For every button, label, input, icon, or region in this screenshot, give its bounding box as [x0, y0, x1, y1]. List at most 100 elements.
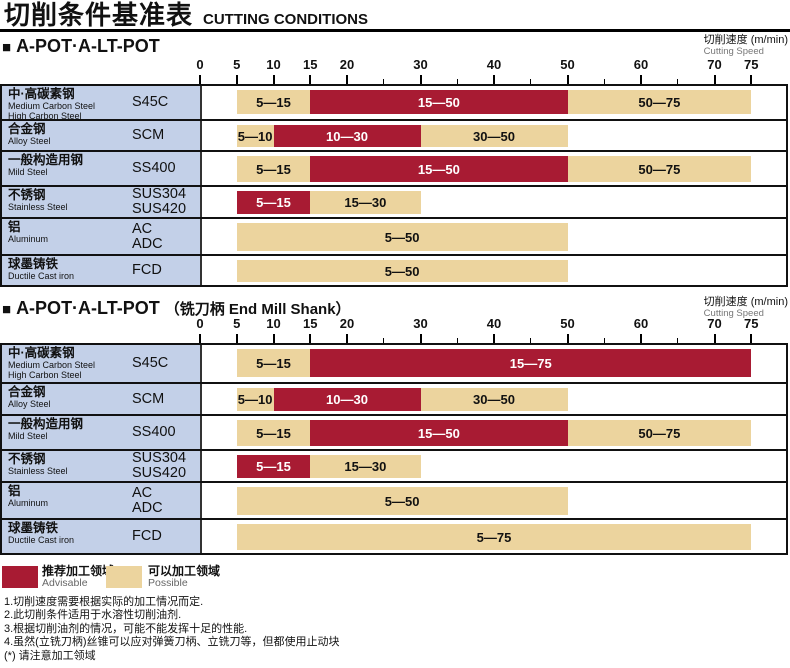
axis-tick: [235, 75, 238, 84]
grade-name: FCD: [132, 262, 162, 278]
notes: 1.切削速度需要根据实际的加工情况而定. 2.此切削条件适用于水溶性切削油剂. 3.…: [4, 596, 340, 663]
grade-labels: SCM: [132, 121, 164, 150]
table-row: 球墨铸铁 Ductile Cast iron FCD 5—50: [2, 254, 786, 285]
axis-unit-cn: 切削速度 (m/min): [703, 296, 788, 308]
axis-tick-label: 0: [196, 316, 204, 331]
material-cell: 球墨铸铁 Ductile Cast iron FCD: [2, 256, 202, 285]
axis-tick: [199, 75, 201, 84]
title-underline: [0, 29, 790, 32]
grade-labels: SUS304 SUS420: [132, 451, 186, 481]
bar-range-label: 5—75: [476, 529, 512, 545]
bar-range-label: 5—50: [384, 229, 420, 245]
axis-tick: [750, 75, 753, 84]
bar-range-label: 15—50: [417, 161, 460, 177]
bar-range-label: 5—15: [256, 195, 291, 210]
legend-label-cn: 推荐加工领域: [42, 564, 115, 578]
axis-tick: [346, 334, 348, 343]
material-name-cn: 一般构造用钢: [8, 153, 84, 167]
bar-segment-possible: 50—75: [567, 156, 752, 182]
material-name-cn: 不锈钢: [8, 452, 46, 466]
bar-segment-possible: 5—10: [236, 125, 274, 147]
axis-unit-cn: 切削速度 (m/min): [703, 34, 788, 46]
grade-name: AC: [132, 220, 153, 237]
bar-range-label: 5—10: [237, 128, 273, 144]
section-subtitle: （铣刀柄 End Mill Shank）: [164, 301, 351, 318]
bar-segment-advisable: 5—15: [236, 191, 311, 214]
axis-tick-label: 10: [266, 57, 281, 72]
material-name-en: Mild Steel: [8, 431, 48, 441]
bar-segment-advisable: 15—50: [310, 420, 568, 446]
material-label: 一般构造用钢 Mild Steel: [8, 417, 83, 442]
section-marker-icon: ■: [2, 301, 12, 318]
bar-segment-possible: 5—50: [236, 223, 568, 251]
table-row: 不锈钢 Stainless Steel SUS304 SUS420 5—15 15—30: [2, 185, 786, 217]
bar-range-label: 50—75: [638, 94, 681, 110]
bar-range-label: 5—15: [256, 94, 291, 110]
material-label: 不锈钢 Stainless Steel: [8, 452, 68, 477]
axis-tick: [566, 75, 569, 84]
bar-range-label: 50—75: [638, 425, 681, 441]
grade-name: SCM: [132, 127, 165, 143]
table-row: 合金钢 Alloy Steel SCM 5—10 10—30 30—50: [2, 119, 786, 150]
grade-labels: S45C: [132, 86, 168, 119]
table-row: 铝 Aluminum AC ADC 5—50: [2, 481, 786, 518]
section-title: A-POT·A-LT-POT: [16, 298, 160, 318]
bar-segment-possible: 5—75: [236, 524, 752, 550]
axis-tick: [199, 334, 201, 343]
legend-label-cn: 可以加工领域: [148, 564, 221, 578]
axis-tick-label: 40: [486, 57, 502, 72]
page-title: 切削条件基准表 CUTTING CONDITIONS: [4, 0, 368, 30]
bar-segment-possible: 50—75: [567, 90, 752, 114]
bar-segment-possible: 30—50: [420, 388, 568, 411]
bar-range-label: 10—30: [326, 392, 368, 407]
axis-tick-label: 30: [413, 316, 428, 331]
material-label: 不锈钢 Stainless Steel: [8, 188, 68, 213]
axis-tick: [713, 334, 716, 343]
bar-segment-advisable: 15—75: [310, 349, 752, 377]
bar-segment-possible: 15—30: [310, 455, 421, 478]
bar-segment-possible: 15—30: [310, 191, 421, 214]
axis-tick: [713, 75, 716, 84]
grade-labels: FCD: [132, 520, 162, 553]
material-name-cn: 中·高碳素钢: [8, 346, 75, 360]
material-name-en: Aluminum: [8, 498, 49, 508]
axis-tick-label: 15: [303, 57, 318, 72]
grade-name: SCM: [132, 390, 165, 407]
axis-minor-tick: [530, 79, 532, 84]
grade-name: S45C: [132, 94, 169, 110]
material-name-en: Alloy Steel: [8, 136, 51, 146]
axis-tick: [309, 334, 312, 343]
page-title-cn: 切削条件基准表: [4, 0, 194, 30]
axis-tick: [493, 75, 495, 84]
material-name-cn: 合金钢: [8, 385, 46, 399]
axis-minor-tick: [530, 338, 532, 343]
table-row: 中·高碳素钢 Medium Carbon Steel High Carbon Ste…: [2, 345, 786, 382]
legend-swatch-advisable: [2, 566, 38, 588]
material-name-en: Stainless Steel: [8, 466, 68, 476]
axis-minor-tick: [677, 338, 679, 343]
material-name-cn: 球墨铸铁: [8, 521, 59, 535]
legend-label-en: Possible: [148, 577, 188, 589]
axis-minor-tick: [383, 338, 385, 343]
legend-label-possible: 可以加工领域 Possible: [148, 565, 220, 590]
section-title: A-POT·A-LT-POT: [16, 36, 160, 56]
bar-range-label: 15—30: [344, 459, 387, 474]
grade-labels: AC ADC: [132, 219, 163, 254]
material-label: 铝 Aluminum: [8, 484, 48, 509]
axis-tick-label: 40: [486, 316, 502, 331]
legend: 推荐加工领域 Advisable 可以加工领域 Possible: [0, 564, 790, 592]
material-name-cn: 铝: [8, 484, 21, 498]
bar-range-label: 5—50: [384, 263, 420, 279]
material-cell: 合金钢 Alloy Steel SCM: [2, 121, 202, 150]
section-header: ■ A-POT·A-LT-POT: [2, 36, 160, 57]
axis-minor-tick: [456, 79, 458, 84]
grade-name: SUS420: [132, 201, 187, 217]
grade-name: ADC: [132, 235, 163, 252]
axis-minor-tick: [603, 338, 605, 343]
material-name-cn: 铝: [8, 220, 21, 234]
axis-tick-label: 20: [339, 316, 355, 331]
axis-tick-label: 50: [560, 316, 575, 331]
axis-tick-label: 75: [744, 57, 759, 72]
bar-segment-advisable: 15—50: [310, 90, 568, 114]
